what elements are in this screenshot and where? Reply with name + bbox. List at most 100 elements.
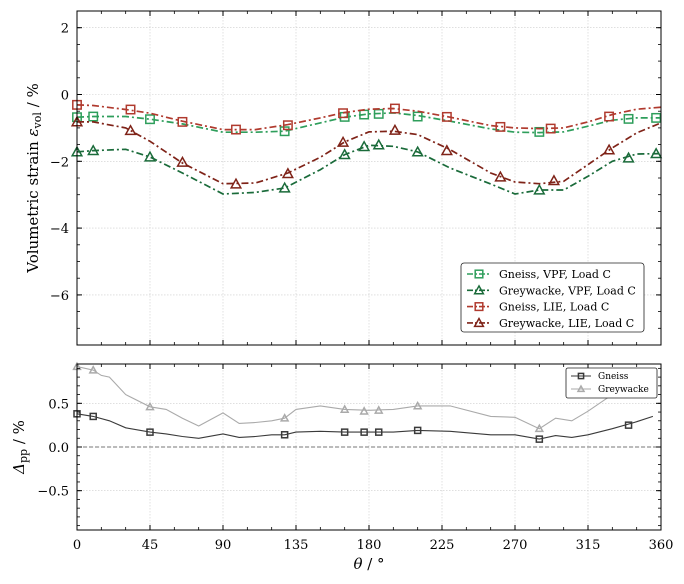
series-marker-0 bbox=[624, 421, 633, 429]
series-marker-1 bbox=[145, 401, 155, 411]
series-marker-0 bbox=[146, 428, 154, 436]
pp-series-group bbox=[72, 361, 654, 443]
series-marker-0 bbox=[360, 428, 368, 436]
series-marker-3 bbox=[440, 144, 453, 156]
x-tick-label: 180 bbox=[357, 538, 382, 553]
series-marker-0 bbox=[413, 426, 422, 435]
series-marker-1 bbox=[88, 365, 98, 374]
series-marker-1 bbox=[411, 145, 424, 157]
series-marker-0 bbox=[89, 412, 97, 421]
legend-entry-label-2: Gneiss, LIE, Load C bbox=[499, 301, 609, 314]
series-marker-0 bbox=[279, 126, 290, 137]
legend-swatch-marker-2 bbox=[474, 302, 484, 312]
y-tick-label: 2 bbox=[61, 22, 69, 37]
x-tick-label: 45 bbox=[142, 538, 159, 553]
pp-xlabel: θ / ° bbox=[353, 555, 384, 573]
series-marker-1 bbox=[87, 144, 100, 156]
series-marker-3 bbox=[494, 170, 507, 182]
x-tick-label: 90 bbox=[215, 538, 232, 553]
series-marker-1 bbox=[279, 413, 290, 422]
series-marker-2 bbox=[338, 108, 348, 119]
series-marker-2 bbox=[282, 120, 293, 131]
x-tick-label: 225 bbox=[430, 538, 455, 553]
pp-ylabel: Δpp / % bbox=[10, 420, 30, 475]
series-marker-0 bbox=[145, 114, 155, 125]
series-marker-2 bbox=[177, 116, 188, 127]
series-marker-3 bbox=[602, 143, 616, 155]
series-marker-1 bbox=[533, 183, 546, 195]
series-marker-2 bbox=[495, 121, 506, 132]
series-line-2 bbox=[76, 104, 662, 131]
series-marker-1 bbox=[650, 147, 663, 159]
series-marker-2 bbox=[390, 103, 400, 114]
strain-panel: 2 0 −2 −4 −6 Volumetric strain εvol / % Gnei… bbox=[24, 10, 663, 346]
pp-legend-entry-label-0: Gneiss bbox=[598, 372, 629, 382]
strain-ytick-labels: 2 0 −2 −4 −6 bbox=[50, 22, 69, 304]
y-tick-label: −6 bbox=[50, 289, 69, 304]
y-tick-label: −0.5 bbox=[37, 485, 69, 500]
series-marker-0 bbox=[412, 111, 423, 122]
series-marker-0 bbox=[651, 112, 662, 123]
series-marker-1 bbox=[338, 148, 351, 160]
series-marker-0 bbox=[340, 428, 349, 436]
series-line-3 bbox=[77, 121, 662, 185]
series-marker-2 bbox=[604, 111, 615, 122]
series-marker-2 bbox=[231, 124, 241, 135]
y-tick-label: 0 bbox=[61, 89, 69, 104]
series-marker-0 bbox=[374, 428, 383, 436]
x-tick-label: 270 bbox=[503, 538, 528, 553]
series-line-0 bbox=[76, 413, 654, 440]
series-marker-3 bbox=[547, 174, 561, 186]
x-tick-label: 360 bbox=[649, 538, 674, 553]
strain-legend-frame bbox=[460, 262, 645, 333]
series-marker-1 bbox=[374, 405, 384, 414]
x-tick-label: 0 bbox=[73, 538, 81, 553]
series-marker-0 bbox=[623, 113, 634, 124]
pp-legend-swatch-marker-0 bbox=[577, 372, 585, 380]
series-marker-3 bbox=[281, 167, 294, 179]
y-tick-label: 0.0 bbox=[48, 441, 69, 456]
series-marker-0 bbox=[535, 435, 544, 443]
series-marker-1 bbox=[372, 138, 385, 150]
legend-entry-label-1: Greywacke, VPF, Load C bbox=[499, 284, 636, 297]
series-marker-0 bbox=[534, 126, 545, 137]
series-marker-1 bbox=[622, 151, 635, 163]
legend-swatch-marker-0 bbox=[474, 269, 484, 279]
pp-ytick-labels: 0.5 0.0 −0.5 bbox=[37, 397, 69, 499]
series-marker-3 bbox=[388, 123, 402, 135]
series-marker-1 bbox=[143, 150, 157, 162]
series-marker-3 bbox=[336, 135, 350, 147]
strain-ylabel: Volumetric strain εvol / % bbox=[24, 83, 44, 274]
strain-ticks bbox=[76, 10, 662, 346]
series-marker-2 bbox=[441, 111, 452, 122]
legend-entry-label-3: Greywacke, LIE, Load C bbox=[499, 317, 634, 330]
y-tick-label: 0.5 bbox=[48, 397, 69, 412]
x-tick-label: 315 bbox=[576, 538, 601, 553]
series-marker-1 bbox=[359, 406, 369, 415]
series-marker-3 bbox=[124, 124, 137, 136]
x-tick-label: 135 bbox=[284, 538, 309, 553]
series-marker-2 bbox=[545, 123, 556, 134]
series-marker-3 bbox=[229, 177, 243, 189]
series-marker-1 bbox=[534, 423, 545, 433]
strain-grid bbox=[76, 11, 662, 345]
series-marker-1 bbox=[358, 140, 371, 152]
series-marker-3 bbox=[176, 155, 189, 167]
pp-legend-entry-label-1: Greywacke bbox=[598, 385, 649, 395]
legend-entry-label-0: Gneiss, VPF, Load C bbox=[499, 268, 611, 281]
legend-swatch-marker-3 bbox=[473, 316, 485, 328]
series-marker-1 bbox=[412, 400, 423, 410]
legend-swatch-marker-1 bbox=[473, 284, 485, 295]
strain-series-group bbox=[70, 99, 663, 195]
series-marker-2 bbox=[125, 104, 136, 115]
pp-legend-swatch-marker-1 bbox=[576, 384, 586, 393]
series-marker-1 bbox=[339, 404, 350, 413]
pp-legend: Gneiss Greywacke bbox=[565, 367, 658, 399]
series-marker-0 bbox=[88, 111, 99, 122]
pp-xtick-labels: 0 45 90 135 180 225 270 315 360 bbox=[73, 538, 674, 553]
series-marker-0 bbox=[280, 431, 289, 439]
series-line-1 bbox=[76, 366, 637, 430]
strain-legend: Gneiss, VPF, Load C Greywacke, VPF, Load … bbox=[460, 262, 645, 333]
y-tick-label: −2 bbox=[50, 155, 69, 170]
